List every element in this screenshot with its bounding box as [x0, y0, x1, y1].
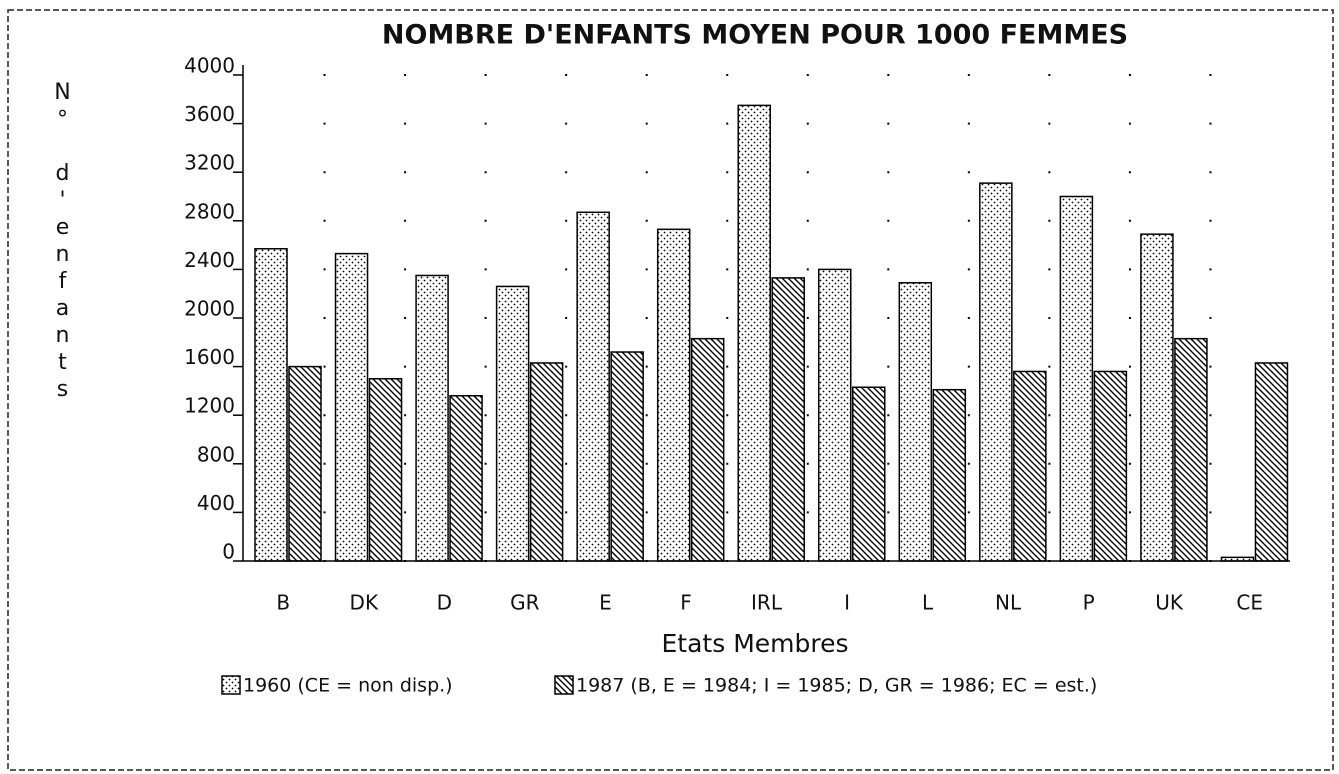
- y-tick-label: 3200: [184, 151, 235, 175]
- y-axis-title: N° d'enfants: [50, 80, 75, 404]
- x-tick-label: NL: [995, 591, 1022, 615]
- frame: [7, 9, 1334, 771]
- y-tick-label: 4000: [184, 54, 235, 78]
- bar: [690, 337, 725, 562]
- x-tick-label: D: [437, 591, 452, 615]
- bar: [1174, 337, 1208, 562]
- bar: [932, 388, 967, 562]
- bar: [368, 378, 403, 562]
- bar: [449, 395, 483, 562]
- y-tick-label: 2000: [184, 297, 235, 321]
- bar: [1093, 370, 1128, 562]
- y-tick-label: 0: [222, 540, 235, 564]
- bar: [771, 277, 805, 562]
- legend-label: 1987 (B, E = 1984; I = 1985; D, GR = 198…: [576, 675, 1097, 697]
- y-tick-label: 2800: [184, 199, 235, 223]
- x-tick-label: IRL: [751, 591, 783, 615]
- x-tick-label: UK: [1155, 591, 1184, 615]
- x-tick-label: L: [922, 591, 934, 615]
- x-tick-label: E: [599, 591, 612, 615]
- y-tick-label: 1200: [184, 394, 235, 418]
- bar: [610, 351, 644, 562]
- y-tick-label: 3600: [184, 102, 235, 126]
- x-tick-label: P: [1083, 591, 1095, 615]
- bar: [415, 274, 449, 562]
- bar: [979, 182, 1013, 562]
- x-axis-title: Etats Membres: [662, 629, 849, 658]
- x-tick-label: GR: [510, 591, 539, 615]
- bar: [334, 252, 369, 562]
- x-tick-label: DK: [350, 591, 379, 615]
- chart-title: NOMBRE D'ENFANTS MOYEN POUR 1000 FEMMES: [382, 20, 1128, 51]
- x-tick-label: F: [680, 591, 692, 615]
- x-tick-label: B: [276, 591, 290, 615]
- y-tick-label: 800: [197, 442, 235, 466]
- bar: [898, 282, 933, 562]
- bar: [576, 211, 610, 562]
- bar: [818, 268, 852, 562]
- x-tick-label: I: [844, 591, 850, 615]
- legend-swatch: [554, 675, 574, 695]
- bar: [1254, 362, 1289, 562]
- bar: [852, 386, 886, 562]
- y-tick-label: 400: [197, 491, 235, 515]
- bar: [1013, 370, 1047, 562]
- legend-label: 1960 (CE = non disp.): [243, 675, 453, 697]
- bar: [1059, 195, 1094, 562]
- bar: [495, 285, 530, 562]
- legend-swatch: [221, 675, 241, 695]
- bar: [737, 104, 771, 562]
- bar: [288, 365, 322, 562]
- x-tick-label: CE: [1236, 591, 1263, 615]
- y-tick-label: 1600: [184, 345, 235, 369]
- bar: [254, 247, 288, 562]
- bar: [529, 362, 564, 562]
- bar: [656, 228, 691, 562]
- y-tick-label: 2400: [184, 248, 235, 272]
- bar: [1140, 233, 1174, 562]
